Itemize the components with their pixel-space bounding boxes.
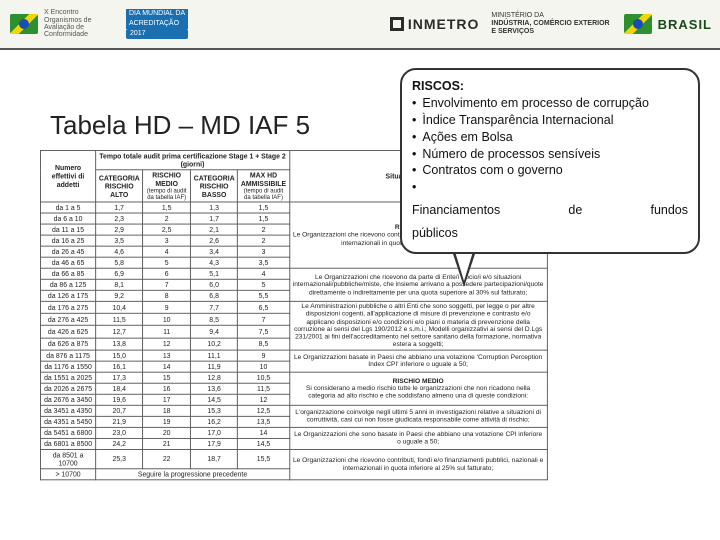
callout-item: Ações em Bolsa [412,129,688,146]
slide-title: Tabela HD – MD IAF 5 [50,110,310,141]
hdr-num1: Numero [44,164,93,172]
brasil-logo: BRASIL [622,12,712,36]
callout-item: Financiamentos de fundos públicos [412,179,688,242]
hdr-basso: CATEGORIA RISCHIO BASSO [191,170,238,202]
enoac-logo: X Encontro Organismos de Avaliação de Co… [8,9,114,38]
callout-heading: RISCOS: [412,79,464,93]
table-row: da 8501 a 1070025,32218,715,5Le Organizz… [40,449,546,468]
table-row: da 876 a 117515,01311,19Le Organizzazion… [40,350,546,361]
table-row: da 1551 a 202517,31512,810,5RISCHIO MEDI… [40,372,546,383]
inmetro-logo: INMETRO [390,16,480,32]
brasil-flag-icon [622,12,654,36]
inmetro-square-icon [390,17,404,31]
table-row: da 5451 a 680023,02017,014Le Organizzazi… [40,427,546,438]
hdr-top: Tempo totale audit prima certificazione … [96,150,290,169]
table-row: da 3451 a 435020,71815,312,5L'organizzaz… [40,405,546,416]
brazil-flag-icon [8,12,40,36]
hdr-num3: addetti [44,180,93,188]
min-l2: INDÚSTRIA, COMÉRCIO EXTERIOR [491,20,609,28]
acred-line2: ACREDITAÇÃO [126,19,188,29]
callout-item: Número de processos sensíveis [412,146,688,163]
enoac-text: X Encontro Organismos de Avaliação de Co… [44,9,114,38]
risk-callout: RISCOS: Envolvimento em processo de corr… [400,68,700,254]
callout-item: Envolvimento em processo de corrupção [412,95,688,112]
hdr-medio: RISCHIO MEDIO [146,171,187,188]
min-l1: MINISTÉRIO DA [491,12,609,20]
ministry-block: MINISTÉRIO DA INDÚSTRIA, COMÉRCIO EXTERI… [491,12,609,35]
header-bar: X Encontro Organismos de Avaliação de Co… [0,0,720,50]
brasil-text: BRASIL [658,17,712,32]
hdr-alto: CATEGORIA RISCHIO ALTO [96,170,143,202]
hdr-num2: effettivi di [44,172,93,180]
callout-item: Contratos com o governo [412,162,688,179]
callout-item: Ìndice Transparência Internacional [412,112,688,129]
inmetro-text: INMETRO [408,16,480,32]
hdr-amm: MAX HD AMMISSIBILE [241,171,286,188]
faded-background-icon [200,8,330,40]
acred-line1: DIA MUNDIAL DA [126,9,188,19]
min-l3: E SERVIÇOS [491,28,609,36]
hdr-amm-sub: (tempo di audit da tabella IAF) [241,188,286,201]
table-row: da 176 a 27510,497,76,5Le Amministrazion… [40,301,546,313]
acred-year: 2017 [126,29,188,39]
callout-list: Envolvimento em processo de corrupção Ìn… [412,95,688,242]
acreditation-logo: DIA MUNDIAL DA ACREDITAÇÃO 2017 [126,9,188,38]
hdr-medio-sub: (tempo di audit da tabella IAF) [146,188,187,201]
